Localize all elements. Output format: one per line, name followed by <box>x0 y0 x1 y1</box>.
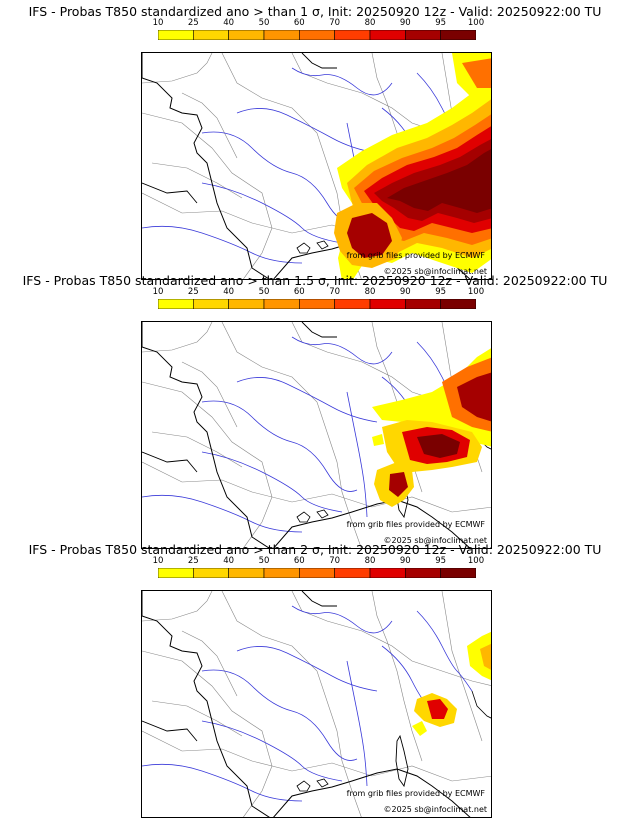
colorbar-tick: 90 <box>400 18 411 28</box>
colorbar <box>158 30 476 40</box>
colorbar-tick: 80 <box>365 287 376 297</box>
colorbar-tick: 95 <box>435 287 446 297</box>
panel-title: IFS - Probas T850 standardized ano > tha… <box>0 4 630 19</box>
colorbar-tick: 90 <box>400 287 411 297</box>
map-panel-2: IFS - Probas T850 standardized ano > tha… <box>0 273 630 543</box>
colorbar-tick: 70 <box>329 287 340 297</box>
colorbar-swatch <box>405 568 440 578</box>
colorbar-tick: 25 <box>188 18 199 28</box>
colorbar-tick: 50 <box>259 18 270 28</box>
colorbar-tick: 10 <box>153 18 164 28</box>
colorbar-swatch <box>158 299 193 309</box>
colorbar-swatch <box>264 299 299 309</box>
colorbar-swatch <box>193 568 228 578</box>
colorbar-tick: 25 <box>188 556 199 566</box>
colorbar-tick: 60 <box>294 18 305 28</box>
probability-overlay <box>334 53 492 280</box>
colorbar-tick: 10 <box>153 287 164 297</box>
colorbar-tick: 90 <box>400 556 411 566</box>
colorbar-labels: 10 25 40 50 60 70 80 90 95 100 <box>158 556 476 567</box>
colorbar-tick: 80 <box>365 556 376 566</box>
colorbar-tick: 80 <box>365 18 376 28</box>
colorbar-swatch <box>335 30 370 40</box>
colorbar-tick: 100 <box>468 18 484 28</box>
colorbar-swatch <box>158 568 193 578</box>
colorbar-tick: 70 <box>329 18 340 28</box>
copyright-label: ©2025 sb@infoclimat.net <box>384 805 488 814</box>
panel-title: IFS - Probas T850 standardized ano > tha… <box>0 542 630 557</box>
colorbar <box>158 568 476 578</box>
probability-overlay <box>412 631 492 736</box>
source-credit: from grib files provided by ECMWF <box>347 251 485 260</box>
probability-map: from grib files provided by ECMWF ©2025 … <box>141 590 492 818</box>
colorbar-swatch <box>441 568 476 578</box>
map-panel-1: IFS - Probas T850 standardized ano > tha… <box>0 4 630 274</box>
colorbar-tick: 50 <box>259 287 270 297</box>
colorbar-swatch <box>299 30 334 40</box>
colorbar-tick: 60 <box>294 556 305 566</box>
colorbar-tick: 40 <box>223 556 234 566</box>
colorbar-tick: 25 <box>188 287 199 297</box>
colorbar-swatch <box>193 30 228 40</box>
colorbar-swatch <box>229 30 264 40</box>
colorbar-swatch <box>370 299 405 309</box>
colorbar-swatch <box>299 299 334 309</box>
colorbar-swatch <box>405 299 440 309</box>
colorbar-tick: 40 <box>223 287 234 297</box>
panel-title: IFS - Probas T850 standardized ano > tha… <box>0 273 630 288</box>
probability-map: from grib files provided by ECMWF ©2025 … <box>141 52 492 280</box>
colorbar-swatch <box>158 30 193 40</box>
colorbar-swatch <box>335 299 370 309</box>
source-credit: from grib files provided by ECMWF <box>347 520 485 529</box>
colorbar-swatch <box>370 568 405 578</box>
colorbar-swatch <box>441 299 476 309</box>
colorbar-swatch <box>299 568 334 578</box>
colorbar-labels: 10 25 40 50 60 70 80 90 95 100 <box>158 18 476 29</box>
colorbar-tick: 50 <box>259 556 270 566</box>
colorbar-tick: 40 <box>223 18 234 28</box>
colorbar-tick: 100 <box>468 556 484 566</box>
colorbar-swatch <box>264 30 299 40</box>
colorbar-swatch <box>264 568 299 578</box>
probability-map: from grib files provided by ECMWF ©2025 … <box>141 321 492 549</box>
colorbar-swatch <box>193 299 228 309</box>
colorbar-tick: 70 <box>329 556 340 566</box>
colorbar-swatch <box>229 568 264 578</box>
colorbar-swatch <box>370 30 405 40</box>
map-panel-3: IFS - Probas T850 standardized ano > tha… <box>0 542 630 812</box>
map-canvas <box>142 591 492 818</box>
colorbar-tick: 95 <box>435 18 446 28</box>
colorbar <box>158 299 476 309</box>
colorbar-swatch <box>441 30 476 40</box>
source-credit: from grib files provided by ECMWF <box>347 789 485 798</box>
probability-overlay <box>372 347 492 507</box>
colorbar-swatch <box>335 568 370 578</box>
colorbar-swatch <box>229 299 264 309</box>
map-canvas <box>142 53 492 280</box>
colorbar-tick: 60 <box>294 287 305 297</box>
map-canvas <box>142 322 492 549</box>
colorbar-swatch <box>405 30 440 40</box>
colorbar-tick: 100 <box>468 287 484 297</box>
colorbar-tick: 95 <box>435 556 446 566</box>
colorbar-tick: 10 <box>153 556 164 566</box>
colorbar-labels: 10 25 40 50 60 70 80 90 95 100 <box>158 287 476 298</box>
